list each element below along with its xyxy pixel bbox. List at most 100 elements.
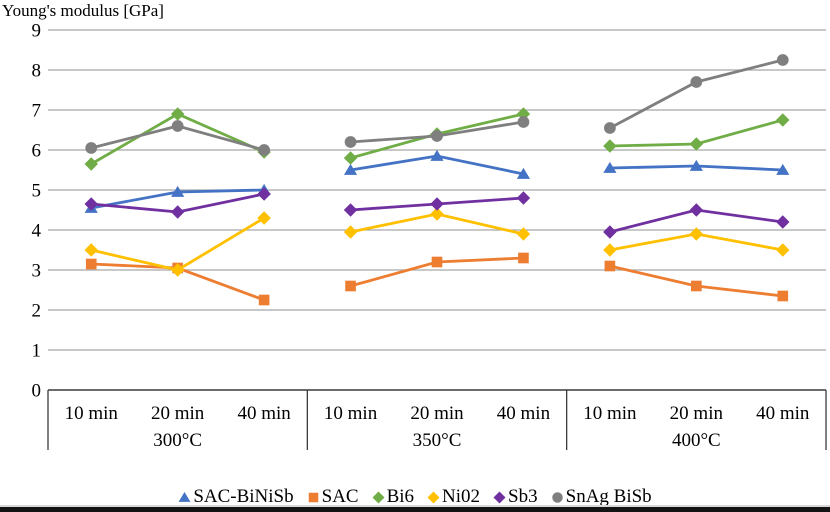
legend-item-sb3: Sb3 bbox=[493, 486, 538, 508]
category-label: 10 min bbox=[65, 403, 119, 424]
data-point-marker-triangle bbox=[516, 167, 531, 179]
data-point-marker-square bbox=[604, 260, 616, 272]
data-point-marker-diamond bbox=[372, 491, 385, 503]
data-point-marker-square bbox=[345, 280, 356, 292]
data-point-marker-diamond bbox=[689, 137, 704, 151]
data-point-marker-square bbox=[777, 290, 789, 302]
data-point-marker-diamond bbox=[603, 225, 617, 239]
y-tick-label: 2 bbox=[32, 301, 42, 322]
data-point-marker-diamond bbox=[343, 151, 358, 165]
data-point-marker-square bbox=[308, 492, 318, 502]
data-point-marker-square bbox=[518, 252, 529, 264]
legend-label-sac: SAC bbox=[321, 486, 359, 507]
data-point-marker-diamond bbox=[84, 157, 98, 171]
data-point-marker-square bbox=[258, 294, 270, 306]
data-point-marker-circle bbox=[85, 142, 98, 154]
data-point-marker-circle bbox=[171, 120, 184, 132]
y-tick-label: 0 bbox=[32, 381, 42, 402]
data-point-marker-triangle bbox=[603, 161, 617, 173]
data-point-marker-diamond bbox=[493, 491, 506, 503]
y-tick-label: 6 bbox=[32, 141, 42, 162]
data-point-marker-diamond bbox=[689, 227, 704, 241]
legend-item-bi6: Bi6 bbox=[372, 486, 414, 508]
data-point-marker-diamond bbox=[170, 205, 185, 219]
series-line-ni02 bbox=[90, 216, 265, 272]
y-tick-label: 5 bbox=[32, 181, 42, 202]
data-point-marker-circle bbox=[551, 491, 563, 503]
square-icon bbox=[308, 492, 318, 502]
group-label: 400°C bbox=[672, 430, 721, 451]
data-point-marker-diamond bbox=[776, 243, 790, 257]
series-snag-bisb bbox=[85, 54, 789, 156]
data-point-marker-triangle bbox=[689, 159, 703, 171]
data-point-marker-diamond bbox=[257, 211, 271, 225]
data-point-marker-square bbox=[691, 280, 702, 292]
data-point-marker-diamond bbox=[84, 243, 98, 257]
category-label: 20 min bbox=[670, 403, 724, 424]
legend-item-snag-bisb: SnAg BiSb bbox=[551, 486, 652, 508]
legend-label-bi6: Bi6 bbox=[386, 486, 415, 507]
diamond-icon bbox=[372, 491, 385, 503]
data-point-marker-diamond bbox=[516, 191, 531, 205]
y-tick-label: 8 bbox=[32, 61, 42, 82]
bottom-separator-line bbox=[0, 505, 830, 507]
y-tick-label: 9 bbox=[32, 21, 42, 42]
data-point-marker-circle bbox=[776, 54, 789, 66]
chart-canvas: 0 1 2 3 4 5 6 7 8 9 10 min 20 min 40 min 300°C 10 min 2… bbox=[32, 21, 827, 451]
data-point-marker-circle bbox=[431, 130, 443, 142]
data-point-marker-circle bbox=[258, 144, 270, 156]
data-point-marker-triangle bbox=[171, 185, 185, 197]
data-point-marker-diamond bbox=[343, 225, 358, 239]
group-label: 300°C bbox=[153, 430, 202, 451]
legend-item-ni02: Ni02 bbox=[427, 486, 480, 508]
data-point-marker-diamond bbox=[170, 107, 185, 121]
category-label: 40 min bbox=[756, 403, 810, 424]
data-point-marker-diamond bbox=[689, 203, 704, 217]
data-point-marker-square bbox=[431, 256, 443, 268]
legend-item-sac: SAC bbox=[307, 486, 359, 508]
data-point-marker-diamond bbox=[427, 491, 440, 503]
category-label: 40 min bbox=[497, 403, 551, 424]
series-sb3 bbox=[84, 187, 790, 239]
category-label: 20 min bbox=[151, 403, 205, 424]
category-label: 10 min bbox=[583, 403, 637, 424]
y-tick-label: 3 bbox=[32, 261, 42, 282]
circle-icon bbox=[551, 491, 563, 503]
data-point-marker-diamond bbox=[603, 243, 617, 257]
data-point-marker-diamond bbox=[343, 203, 358, 217]
triangle-icon bbox=[178, 491, 191, 502]
chart-legend: SAC-BiNiSb SAC Bi6 Ni02 Sb3 SnAg BiSb bbox=[0, 485, 830, 509]
category-label: 20 min bbox=[410, 403, 464, 424]
diamond-icon bbox=[427, 491, 440, 503]
data-point-marker-diamond bbox=[776, 215, 790, 229]
legend-item-sac-binisb: SAC-BiNiSb bbox=[178, 486, 294, 508]
category-label: 40 min bbox=[237, 403, 291, 424]
data-point-marker-diamond bbox=[170, 263, 185, 277]
data-point-marker-triangle bbox=[178, 491, 191, 502]
data-point-marker-diamond bbox=[430, 207, 444, 221]
data-point-marker-triangle bbox=[776, 163, 790, 175]
chart-title: Young's modulus [GPa] bbox=[2, 1, 164, 20]
data-point-marker-circle bbox=[517, 116, 530, 128]
data-point-marker-circle bbox=[604, 122, 616, 134]
legend-label-snag-bisb: SnAg BiSb bbox=[565, 486, 652, 507]
data-point-marker-diamond bbox=[776, 113, 790, 127]
data-point-marker-triangle bbox=[343, 163, 358, 175]
legend-label-ni02: Ni02 bbox=[442, 486, 481, 507]
y-tick-label: 7 bbox=[32, 101, 42, 122]
group-label: 350°C bbox=[413, 430, 462, 451]
category-label: 10 min bbox=[324, 403, 378, 424]
bottom-edge-bar bbox=[0, 507, 830, 512]
data-point-marker-circle bbox=[344, 136, 357, 148]
data-point-marker-diamond bbox=[84, 197, 98, 211]
data-point-marker-square bbox=[85, 258, 97, 270]
legend-label-sac-binisb: SAC-BiNiSb bbox=[193, 486, 294, 507]
data-point-marker-diamond bbox=[516, 227, 531, 241]
data-point-marker-diamond bbox=[257, 187, 271, 201]
y-tick-label: 4 bbox=[32, 221, 42, 242]
series-ni02 bbox=[84, 207, 790, 277]
data-point-marker-circle bbox=[690, 76, 703, 88]
series-sac-binisb bbox=[84, 149, 790, 213]
diamond-icon bbox=[493, 491, 506, 503]
